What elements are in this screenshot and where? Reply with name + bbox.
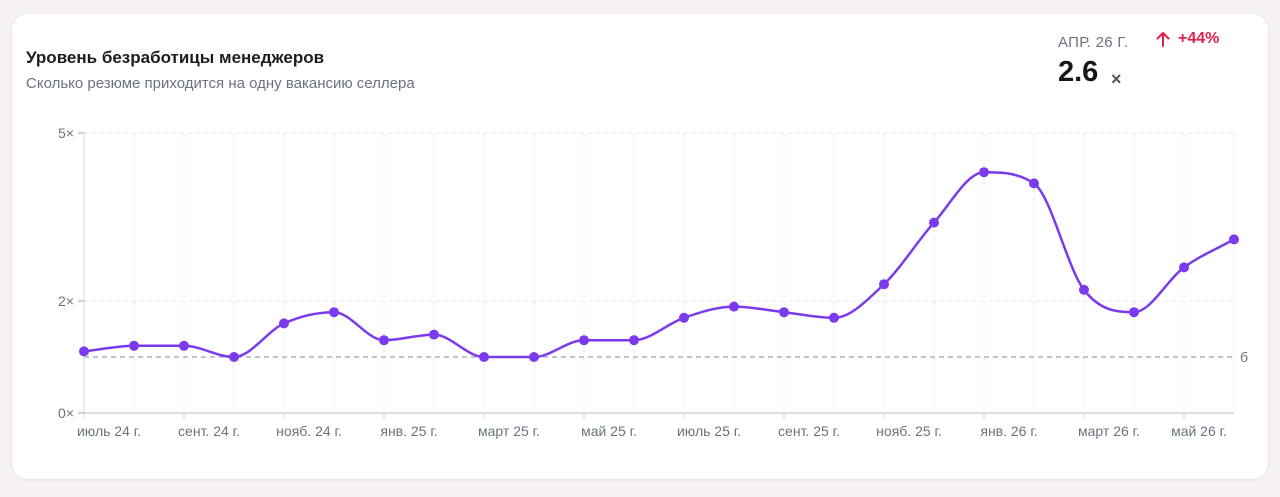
x-tick-label: июль 25 г.: [677, 423, 741, 439]
y-tick-label: 2×: [58, 293, 74, 309]
chart-title: Уровень безработицы менеджеров: [26, 48, 325, 67]
data-point[interactable]: [579, 335, 589, 346]
data-point[interactable]: [779, 307, 789, 318]
data-point[interactable]: [879, 279, 889, 290]
x-tick-label: март 26 г.: [1078, 423, 1140, 439]
kpi-change-value: +44%: [1178, 30, 1220, 47]
kpi-period: АПР. 26 Г.: [1058, 34, 1129, 51]
data-point[interactable]: [829, 312, 839, 323]
data-point[interactable]: [129, 340, 139, 351]
x-tick-label: янв. 26 г.: [980, 423, 1037, 439]
data-point[interactable]: [329, 307, 339, 318]
reference-line-label: б: [1240, 349, 1248, 365]
data-point[interactable]: [179, 340, 189, 351]
x-tick-label: сент. 24 г.: [178, 423, 240, 439]
y-tick-label: 0×: [58, 405, 74, 421]
chart-series: [79, 167, 1239, 362]
y-tick-label: 5×: [58, 125, 74, 141]
data-point[interactable]: [229, 352, 239, 362]
data-point[interactable]: [279, 318, 289, 329]
data-point[interactable]: [679, 312, 689, 323]
data-point[interactable]: [1129, 307, 1139, 318]
arrow-up-icon: [1156, 32, 1170, 47]
data-point[interactable]: [1079, 284, 1089, 295]
x-tick-label: нояб. 24 г.: [276, 423, 342, 439]
kpi-unit: ×: [1111, 69, 1122, 89]
x-tick-label: нояб. 25 г.: [876, 423, 942, 439]
data-point[interactable]: [729, 301, 739, 312]
data-point[interactable]: [529, 352, 539, 362]
x-tick-label: июль 24 г.: [77, 423, 141, 439]
kpi-value: 2.6: [1058, 56, 1099, 88]
data-point[interactable]: [379, 335, 389, 346]
series-line: [83, 170, 1235, 359]
x-tick-label: март 25 г.: [478, 423, 540, 439]
data-point[interactable]: [479, 352, 489, 362]
x-tick-label: май 26 г.: [1171, 423, 1227, 439]
kpi-change: +44%: [1156, 30, 1219, 48]
data-point[interactable]: [79, 346, 89, 357]
chart-subtitle: Сколько резюме приходится на одну ваканс…: [26, 75, 415, 92]
data-point[interactable]: [1029, 178, 1039, 189]
data-point[interactable]: [929, 217, 939, 228]
data-point[interactable]: [629, 335, 639, 346]
data-point[interactable]: [1229, 234, 1239, 245]
data-point[interactable]: [429, 329, 439, 340]
x-tick-label: янв. 25 г.: [380, 423, 437, 439]
data-point[interactable]: [1179, 262, 1189, 273]
chart-axes: 0× 2× 5× июль 24 г. сент. 24 г. нояб. 24 г. ян…: [58, 125, 1248, 439]
data-point[interactable]: [979, 167, 989, 178]
chart-grid: [83, 132, 1235, 413]
x-tick-label: май 25 г.: [581, 423, 637, 439]
chart-card: [12, 14, 1268, 479]
x-tick-label: сент. 25 г.: [778, 423, 840, 439]
